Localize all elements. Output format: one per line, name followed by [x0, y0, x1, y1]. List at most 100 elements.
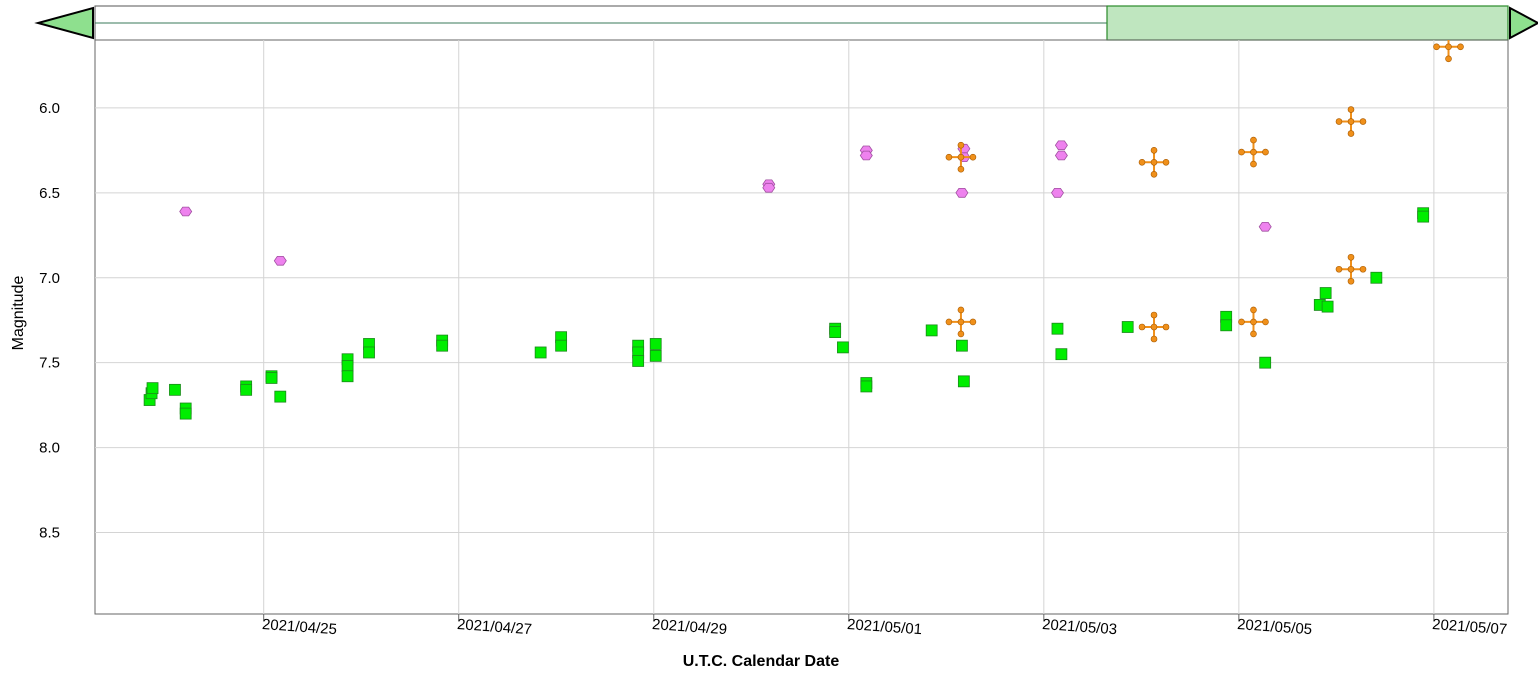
cross-dot — [1347, 106, 1355, 113]
cross-dot — [969, 318, 977, 326]
y-tick-label: 7.0 — [39, 270, 60, 287]
cross-dot — [1335, 118, 1343, 125]
data-point — [534, 346, 547, 359]
cross-dot — [1433, 43, 1440, 51]
data-point — [762, 182, 776, 193]
data-point — [1238, 136, 1269, 168]
data-point — [956, 339, 968, 352]
x-axis-label: U.T.C. Calendar Date — [683, 653, 840, 670]
data-point — [274, 390, 287, 403]
data-point — [649, 349, 662, 362]
cross-dot — [1445, 43, 1452, 51]
cross-dot — [1150, 323, 1158, 331]
data-point — [363, 346, 375, 359]
data-point — [1051, 187, 1064, 198]
data-point — [925, 324, 938, 337]
cross-dot — [945, 318, 953, 326]
cross-dot — [1250, 136, 1257, 144]
y-tick-label: 7.5 — [39, 355, 60, 372]
data-point — [436, 339, 449, 352]
plot-frame — [94, 39, 1509, 615]
cross-dot — [1347, 253, 1355, 261]
data-point — [1138, 146, 1170, 178]
cross-dot — [1162, 158, 1170, 166]
x-tick-label: 2021/04/27 — [456, 616, 532, 638]
cross-dot — [1347, 130, 1355, 137]
scroll-right[interactable] — [1509, 6, 1538, 40]
data-point — [240, 383, 253, 396]
y-tick-label: 8.0 — [39, 440, 60, 457]
cross-dot — [1150, 335, 1158, 343]
y-tick-label: 8.5 — [39, 524, 60, 541]
data-point — [649, 338, 662, 350]
data-point — [1319, 287, 1332, 299]
marks — [143, 40, 1464, 420]
navigator-window[interactable] — [1106, 5, 1509, 41]
cross-dot — [1347, 118, 1355, 125]
cross-dot — [957, 165, 965, 173]
grid: 6.0 6.5 7.0 7.5 8.0 8.5 2021/04/25 2021/04/27 20… — [39, 40, 1508, 638]
cross-dot — [1138, 158, 1146, 166]
cross-dot — [1347, 277, 1355, 285]
cross-dot — [1250, 148, 1257, 156]
data-point — [341, 370, 354, 383]
x-tick-label: 2021/05/05 — [1237, 616, 1313, 638]
data-point — [1417, 210, 1430, 223]
data-point — [957, 375, 970, 388]
data-point — [555, 339, 568, 352]
data-point — [1433, 40, 1464, 63]
cross-dot — [1150, 311, 1158, 319]
data-point — [1258, 221, 1272, 232]
x-tick-label: 2021/05/07 — [1432, 616, 1508, 638]
cross-dot — [957, 153, 965, 161]
navigator[interactable] — [34, 5, 1538, 41]
data-point — [945, 141, 977, 173]
data-point — [1138, 311, 1170, 343]
cross-dot — [1347, 265, 1355, 273]
cross-dot — [1138, 323, 1146, 331]
data-point — [1220, 319, 1233, 332]
data-point — [265, 372, 278, 384]
data-point — [860, 380, 873, 393]
data-point — [273, 255, 287, 266]
data-point — [1051, 322, 1064, 335]
data-point — [837, 341, 849, 354]
data-point — [1238, 306, 1269, 338]
data-point — [169, 383, 181, 396]
data-point — [1370, 271, 1383, 284]
cross-dot — [957, 330, 965, 338]
cross-dot — [1335, 265, 1343, 273]
cross-dot — [957, 141, 965, 149]
cross-dot — [957, 318, 965, 326]
data-point — [945, 306, 977, 338]
x-tick-label: 2021/04/25 — [261, 616, 337, 638]
x-tick-label: 2021/05/03 — [1042, 616, 1118, 638]
cross-dot — [1359, 265, 1367, 273]
cross-dot — [1262, 148, 1269, 156]
cross-dot — [1262, 318, 1269, 326]
x-tick-label: 2021/04/29 — [651, 616, 727, 638]
data-point — [146, 382, 159, 395]
data-point — [1054, 140, 1068, 151]
cross-dot — [1445, 55, 1452, 63]
data-point — [1321, 300, 1334, 313]
y-tick-label: 6.5 — [39, 185, 60, 202]
data-point — [1121, 321, 1134, 333]
data-point — [1335, 106, 1367, 137]
cross-dot — [945, 153, 953, 161]
data-point — [829, 326, 842, 338]
cross-dot — [1238, 318, 1245, 326]
y-tick-label: 6.0 — [39, 100, 60, 117]
scroll-left[interactable] — [34, 6, 94, 40]
data-point — [859, 150, 873, 161]
cross-dot — [1238, 148, 1245, 156]
cross-dot — [1150, 158, 1158, 166]
cross-dot — [1457, 43, 1464, 51]
data-point — [1335, 253, 1367, 285]
cross-dot — [969, 153, 977, 161]
data-point — [1054, 150, 1068, 161]
data-point — [632, 355, 645, 367]
cross-dot — [1150, 146, 1158, 154]
